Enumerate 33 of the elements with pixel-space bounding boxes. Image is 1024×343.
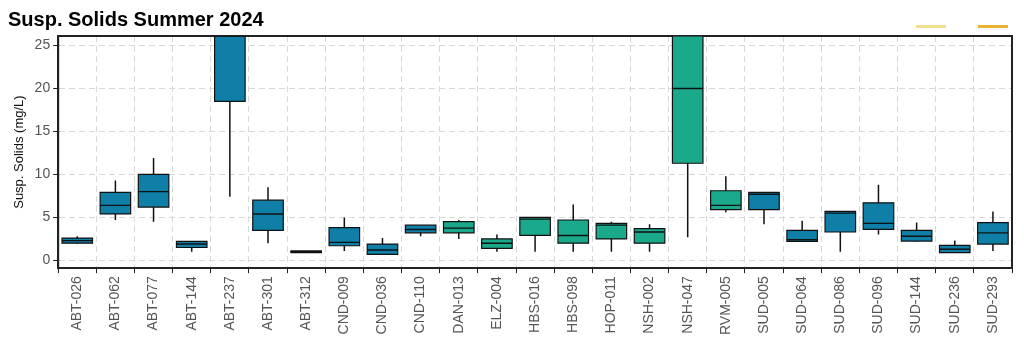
y-tick-label: 0 xyxy=(42,251,51,268)
x-tick-label: DAN-013 xyxy=(449,275,466,334)
x-tick-label: SUD-144 xyxy=(907,275,924,334)
x-tick-label: HOP-011 xyxy=(602,275,619,334)
y-tick-label: 15 xyxy=(34,122,51,139)
y-tick-label: 25 xyxy=(34,36,51,53)
x-tick-label: CND-036 xyxy=(373,275,390,335)
x-tick-label: NSH-047 xyxy=(678,275,695,334)
x-tick-label: SUD-086 xyxy=(831,275,848,334)
y-tick-label: 5 xyxy=(42,208,51,225)
x-tick-label: ABT-144 xyxy=(182,275,199,331)
x-tick-label: SUD-064 xyxy=(793,275,810,334)
x-tick-label: CND-110 xyxy=(411,275,428,334)
x-tick-label: SUD-005 xyxy=(754,275,771,334)
x-tick-label: RVM-005 xyxy=(716,275,733,336)
y-tick-label: 20 xyxy=(34,79,51,96)
x-tick-label: ABT-312 xyxy=(297,275,314,331)
x-tick-label: SUD-096 xyxy=(869,275,886,334)
x-tick-label: ABT-237 xyxy=(220,275,237,331)
x-tick-label: ELZ-004 xyxy=(487,275,504,330)
x-tick-label: SUD-236 xyxy=(945,275,962,334)
x-tick-label: ABT-026 xyxy=(68,275,85,331)
chart-title: Susp. Solids Summer 2024 xyxy=(8,7,265,30)
x-tick-label: ABT-301 xyxy=(258,275,275,331)
x-tick-label: HBS-016 xyxy=(525,275,542,333)
x-tick-label: NSH-002 xyxy=(640,275,657,334)
x-tick-label: ABT-077 xyxy=(144,275,161,331)
x-tick-label: HBS-098 xyxy=(564,275,581,333)
y-axis-title: Susp. Solids (mg/L) xyxy=(11,95,27,209)
x-tick-label: ABT-062 xyxy=(106,275,123,331)
x-tick-label: SUD-293 xyxy=(983,275,1000,334)
x-tick-label: CND-009 xyxy=(335,275,352,335)
y-tick-label: 10 xyxy=(34,165,51,182)
